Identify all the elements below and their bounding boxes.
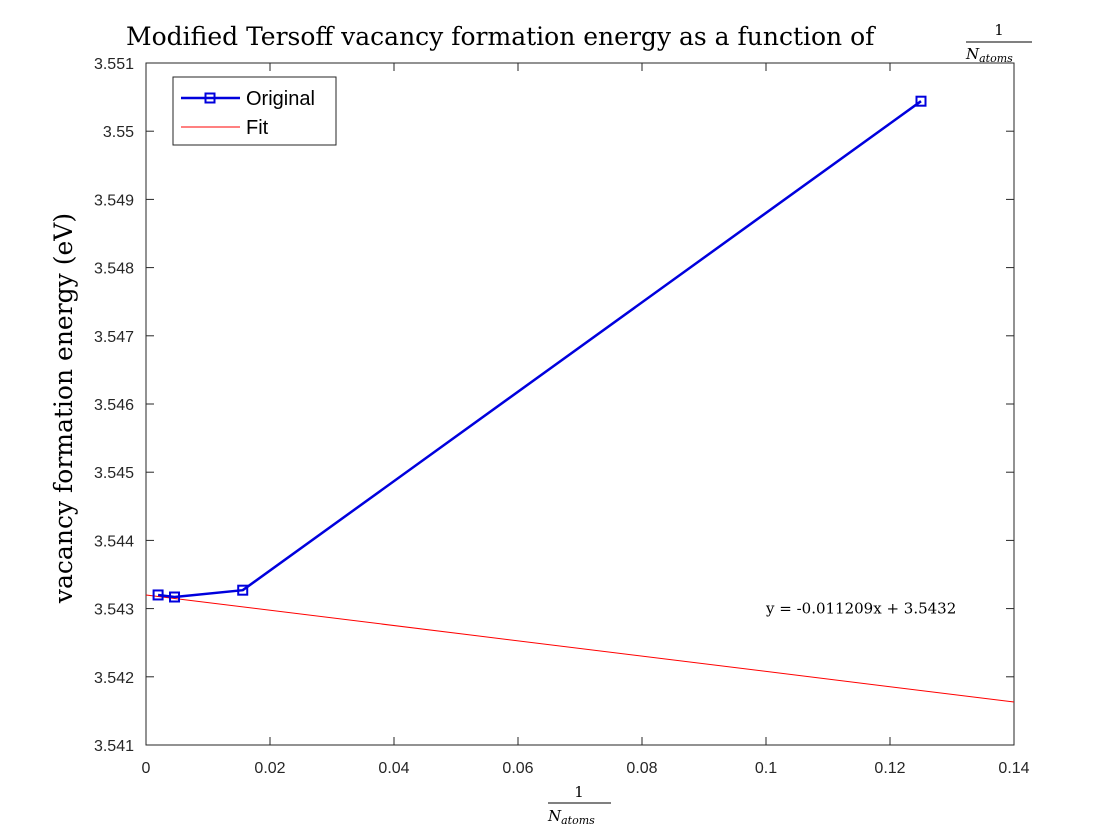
x-tick-label: 0.06 [502,760,533,777]
y-tick-label: 3.546 [94,397,134,414]
chart-title: Modified Tersoff vacancy formation energ… [126,21,1032,65]
x-axis-fraction-denominator-base: N [547,807,562,825]
x-axis-fraction-numerator: 1 [574,783,584,801]
legend-fit-label: Fit [246,117,269,139]
y-tick-label: 3.547 [94,329,134,346]
original-series-point [915,95,927,107]
legend-entry-fit: Fit [181,117,269,139]
axis-ticks: 0 0.02 0.04 0.06 0.08 0.1 0.12 0.14 3.541 3.542 3.… [94,56,1030,777]
y-tick-label: 3.548 [94,261,134,278]
legend-entry-original: Original [181,88,315,110]
x-axis-fraction-denominator: Natoms [547,807,595,827]
x-tick-label: 0.1 [755,760,777,777]
series-layer [145,95,1015,703]
y-tick-label: 3.544 [94,533,134,550]
title-fraction-numerator: 1 [994,21,1004,39]
legend-box [172,76,337,146]
legend-original-label: Original [246,88,315,110]
axes-box [145,62,1015,746]
y-tick-label: 3.55 [103,124,134,141]
y-axis-label: vacancy formation energy (eV) [49,213,78,604]
x-tick-label: 0.14 [998,760,1029,777]
y-tick-label: 3.551 [94,56,134,73]
y-tick-label: 3.549 [94,192,134,209]
x-tick-label: 0 [142,760,151,777]
title-fraction-denominator-base: N [965,45,980,63]
original-series-point [169,591,181,603]
title-fraction: 1 Natoms [965,21,1032,65]
legend: Original Fit [172,76,337,146]
plot-area: 0 0.02 0.04 0.06 0.08 0.1 0.12 0.14 3.541 3.542 3.… [94,56,1030,777]
x-axis-fraction-denominator-sub: atoms [561,814,595,827]
y-tick-label: 3.543 [94,602,134,619]
x-tick-label: 0.02 [254,760,285,777]
fit-equation-annotation: y = -0.011209x + 3.5432 [765,600,956,618]
y-tick-label: 3.545 [94,465,134,482]
fit-series-line [145,594,1015,703]
title-text: Modified Tersoff vacancy formation energ… [126,22,876,51]
x-tick-label: 0.12 [874,760,905,777]
legend-original-marker [204,92,216,104]
original-series-point [152,589,164,601]
original-series-line [157,100,922,599]
x-tick-label: 0.08 [626,760,657,777]
y-tick-label: 3.541 [94,738,134,755]
y-tick-label: 3.542 [94,670,134,687]
title-fraction-denominator-sub: atoms [979,52,1013,65]
original-series-point [237,584,249,596]
x-axis-label: 1 Natoms [547,783,611,827]
x-tick-label: 0.04 [378,760,409,777]
title-fraction-denominator: Natoms [965,45,1013,65]
